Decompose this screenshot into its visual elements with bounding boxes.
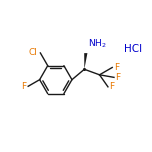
Polygon shape [84, 53, 87, 69]
Text: F: F [114, 63, 119, 72]
Text: HCl: HCl [124, 44, 142, 54]
Text: Cl: Cl [29, 48, 37, 57]
Text: F: F [22, 82, 27, 91]
Text: F: F [109, 82, 115, 91]
Text: F: F [116, 73, 121, 82]
Text: NH$_2$: NH$_2$ [88, 38, 107, 50]
